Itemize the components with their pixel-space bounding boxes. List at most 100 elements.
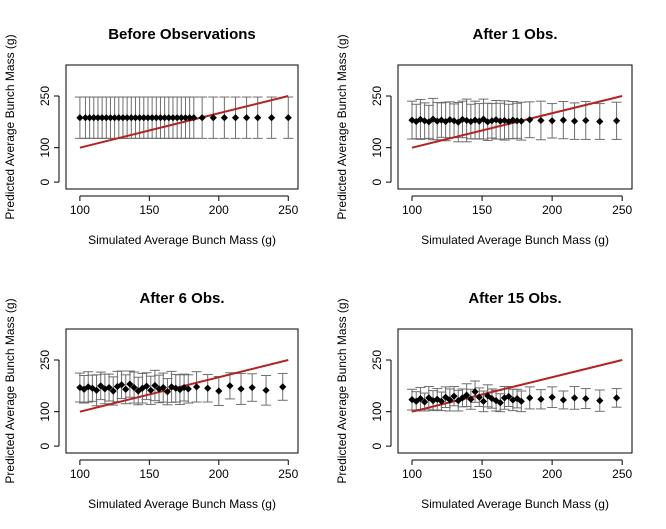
data-point bbox=[612, 117, 621, 125]
data-point bbox=[475, 393, 483, 401]
data-point bbox=[446, 116, 454, 124]
y-tick-label: 250 bbox=[370, 86, 384, 106]
reference-line bbox=[79, 95, 289, 149]
y-tick-label: 0 bbox=[38, 178, 52, 185]
data-point bbox=[479, 115, 488, 123]
data-point bbox=[173, 114, 181, 122]
data-point bbox=[429, 115, 437, 123]
data-point bbox=[136, 114, 144, 122]
data-point bbox=[416, 394, 425, 403]
data-point bbox=[123, 114, 131, 122]
data-point bbox=[237, 385, 245, 393]
data-point bbox=[467, 395, 475, 403]
x-axis-label: Simulated Average Bunch Mass (g) bbox=[421, 497, 609, 511]
data-point bbox=[537, 116, 545, 125]
data-point bbox=[131, 114, 140, 122]
data-point bbox=[284, 114, 292, 122]
x-axis-label: Simulated Average Bunch Mass (g) bbox=[421, 233, 609, 247]
data-point bbox=[109, 387, 117, 395]
data-point bbox=[421, 117, 429, 125]
data-point bbox=[458, 394, 467, 402]
data-point bbox=[115, 114, 123, 122]
data-point bbox=[254, 114, 262, 122]
y-tick-label: 250 bbox=[370, 350, 384, 370]
y-tick-label: 0 bbox=[370, 178, 384, 185]
data-point bbox=[186, 114, 194, 122]
data-point bbox=[215, 387, 223, 395]
x-tick-label: 200 bbox=[209, 203, 229, 217]
x-tick-label: 150 bbox=[472, 203, 492, 217]
data-point bbox=[471, 388, 479, 396]
y-tick-label: 250 bbox=[38, 86, 52, 106]
y-axis-label: Predicted Average Bunch Mass (g) bbox=[3, 34, 17, 219]
data-point bbox=[433, 117, 441, 125]
data-point bbox=[220, 114, 228, 122]
data-point bbox=[105, 383, 113, 392]
x-tick-label: 200 bbox=[542, 203, 562, 217]
data-point bbox=[159, 383, 167, 392]
y-axis-label: Predicted Average Bunch Mass (g) bbox=[3, 298, 17, 483]
x-tick-label: 250 bbox=[278, 467, 298, 481]
data-point bbox=[437, 397, 446, 405]
data-point bbox=[126, 380, 134, 388]
data-point bbox=[84, 383, 92, 391]
data-point bbox=[90, 114, 98, 122]
data-point bbox=[454, 397, 462, 405]
y-tick-label: 100 bbox=[38, 137, 52, 157]
data-point bbox=[446, 396, 454, 404]
data-point bbox=[163, 388, 172, 396]
x-tick-label: 100 bbox=[70, 203, 90, 217]
data-point bbox=[165, 114, 173, 122]
data-point bbox=[248, 383, 256, 392]
data-point bbox=[517, 117, 525, 125]
data-point bbox=[86, 114, 94, 122]
data-point bbox=[612, 394, 621, 402]
data-point bbox=[180, 383, 188, 392]
data-point bbox=[140, 114, 148, 122]
data-point bbox=[471, 116, 479, 124]
data-point bbox=[596, 117, 604, 126]
y-tick-label: 100 bbox=[38, 401, 52, 421]
y-axis-label: Predicted Average Bunch Mass (g) bbox=[335, 298, 349, 483]
data-point bbox=[517, 397, 525, 405]
data-point bbox=[548, 117, 556, 125]
plot-frame bbox=[65, 328, 299, 454]
data-point bbox=[500, 394, 509, 402]
data-point bbox=[513, 117, 521, 125]
data-point bbox=[442, 393, 450, 401]
data-point bbox=[463, 391, 471, 399]
data-point bbox=[570, 117, 579, 125]
x-tick-label: 250 bbox=[278, 203, 298, 217]
data-point bbox=[492, 397, 500, 405]
data-point bbox=[156, 114, 165, 122]
data-point bbox=[111, 114, 119, 122]
x-tick-label: 150 bbox=[139, 467, 159, 481]
data-point bbox=[416, 115, 425, 124]
data-point bbox=[169, 114, 177, 122]
panel-title: Before Observations bbox=[108, 26, 256, 43]
data-point bbox=[496, 399, 504, 407]
data-point bbox=[94, 114, 102, 122]
x-axis-label: Simulated Average Bunch Mass (g) bbox=[88, 233, 276, 247]
data-point bbox=[130, 383, 138, 392]
data-point bbox=[526, 116, 534, 124]
data-point bbox=[559, 396, 567, 404]
data-point bbox=[119, 114, 127, 122]
x-tick-label: 100 bbox=[70, 467, 90, 481]
data-point bbox=[268, 114, 276, 122]
y-tick-label: 100 bbox=[370, 401, 384, 421]
plot-frame bbox=[65, 64, 299, 190]
data-point bbox=[76, 383, 84, 392]
data-point bbox=[559, 116, 567, 124]
data-point bbox=[92, 386, 101, 394]
data-point bbox=[408, 396, 416, 404]
panel-title: After 6 Obs. bbox=[139, 290, 224, 307]
data-point bbox=[167, 383, 176, 391]
data-point bbox=[147, 386, 155, 394]
data-point bbox=[148, 114, 156, 122]
data-point bbox=[184, 385, 192, 393]
data-point bbox=[190, 114, 198, 122]
data-point bbox=[454, 118, 462, 126]
panel-title: After 15 Obs. bbox=[468, 290, 561, 307]
